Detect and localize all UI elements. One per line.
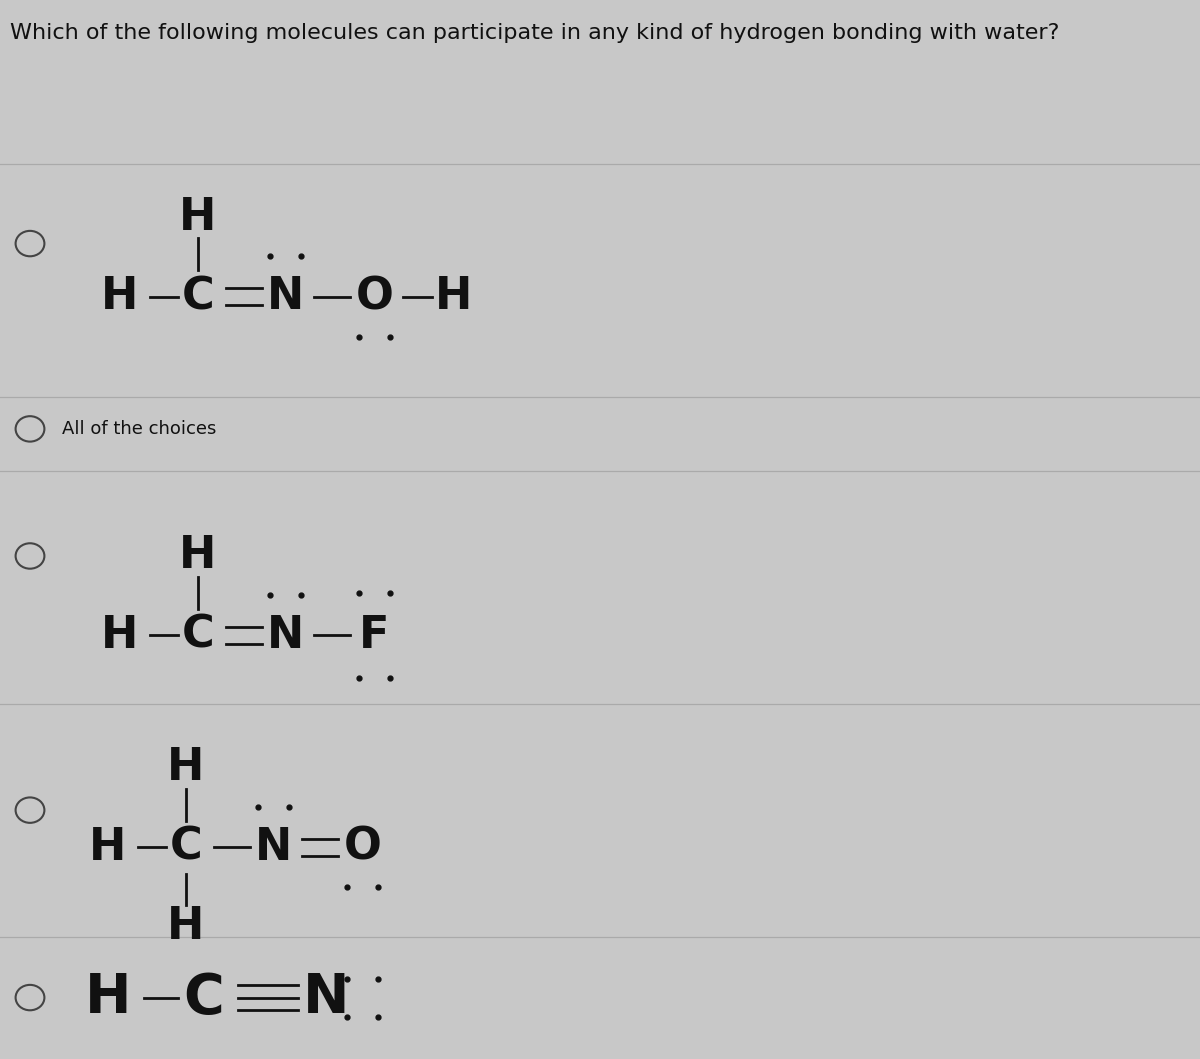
Text: H: H [179,196,217,238]
Text: O: O [355,275,394,318]
Text: C: C [181,275,215,318]
Text: H: H [101,614,139,657]
Text: H: H [89,826,127,868]
Text: C: C [169,826,203,868]
Text: O: O [343,826,382,868]
Text: C: C [184,971,224,1024]
Text: H: H [167,905,205,948]
Text: Which of the following molecules can participate in any kind of hydrogen bonding: Which of the following molecules can par… [10,23,1058,43]
Text: F: F [359,614,390,657]
Text: H: H [101,275,139,318]
Text: N: N [266,275,305,318]
Text: N: N [304,971,349,1024]
Text: H: H [167,747,205,789]
Text: All of the choices: All of the choices [62,420,217,437]
Text: C: C [181,614,215,657]
Text: N: N [266,614,305,657]
Text: H: H [434,275,473,318]
Text: H: H [85,971,131,1024]
Text: N: N [254,826,293,868]
Text: H: H [179,535,217,577]
